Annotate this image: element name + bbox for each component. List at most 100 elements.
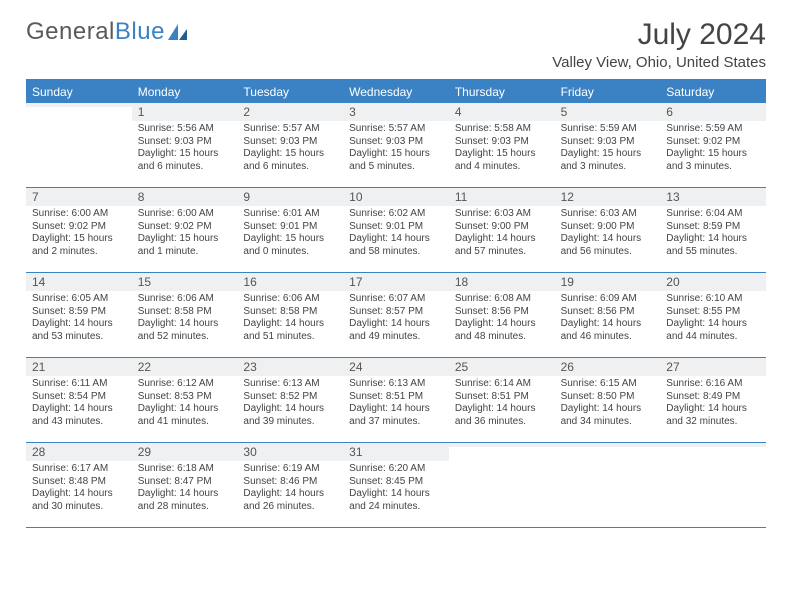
month-title: July 2024 bbox=[552, 18, 766, 52]
sunset-text: Sunset: 8:49 PM bbox=[666, 391, 760, 404]
day-content: Sunrise: 6:10 AMSunset: 8:55 PMDaylight:… bbox=[660, 291, 766, 349]
daylight2-text: and 51 minutes. bbox=[243, 331, 337, 344]
daynum-bar: 12 bbox=[555, 188, 661, 206]
sunrise-text: Sunrise: 6:06 AM bbox=[138, 293, 232, 306]
daylight1-text: Daylight: 15 hours bbox=[349, 148, 443, 161]
day-number: 18 bbox=[449, 273, 555, 291]
day-number: 8 bbox=[132, 188, 238, 206]
daynum-bar: 24 bbox=[343, 358, 449, 376]
day-content: Sunrise: 6:00 AMSunset: 9:02 PMDaylight:… bbox=[26, 206, 132, 264]
daylight2-text: and 24 minutes. bbox=[349, 501, 443, 514]
page-header: GeneralBlue July 2024 Valley View, Ohio,… bbox=[26, 18, 766, 71]
day-number: 24 bbox=[343, 358, 449, 376]
day-content: Sunrise: 6:06 AMSunset: 8:58 PMDaylight:… bbox=[132, 291, 238, 349]
day-content: Sunrise: 6:03 AMSunset: 9:00 PMDaylight:… bbox=[555, 206, 661, 264]
week-row: 28Sunrise: 6:17 AMSunset: 8:48 PMDayligh… bbox=[26, 443, 766, 528]
title-block: July 2024 Valley View, Ohio, United Stat… bbox=[552, 18, 766, 71]
daylight2-text: and 3 minutes. bbox=[561, 161, 655, 174]
weekday-label: Monday bbox=[132, 81, 238, 103]
week-row: 14Sunrise: 6:05 AMSunset: 8:59 PMDayligh… bbox=[26, 273, 766, 358]
day-cell bbox=[26, 103, 132, 187]
day-cell: 15Sunrise: 6:06 AMSunset: 8:58 PMDayligh… bbox=[132, 273, 238, 357]
daynum-bar: 14 bbox=[26, 273, 132, 291]
daynum-bar: 8 bbox=[132, 188, 238, 206]
day-number: 23 bbox=[237, 358, 343, 376]
day-content: Sunrise: 5:56 AMSunset: 9:03 PMDaylight:… bbox=[132, 121, 238, 179]
weekday-label: Thursday bbox=[449, 81, 555, 103]
daynum-bar: 31 bbox=[343, 443, 449, 461]
daynum-bar: 17 bbox=[343, 273, 449, 291]
daynum-bar: 28 bbox=[26, 443, 132, 461]
sunrise-text: Sunrise: 6:15 AM bbox=[561, 378, 655, 391]
day-number: 4 bbox=[449, 103, 555, 121]
day-number: 17 bbox=[343, 273, 449, 291]
daylight2-text: and 41 minutes. bbox=[138, 416, 232, 429]
daylight1-text: Daylight: 14 hours bbox=[32, 488, 126, 501]
day-content bbox=[555, 447, 661, 455]
daynum-bar: 20 bbox=[660, 273, 766, 291]
sunset-text: Sunset: 8:47 PM bbox=[138, 476, 232, 489]
daylight1-text: Daylight: 14 hours bbox=[455, 403, 549, 416]
day-content: Sunrise: 6:20 AMSunset: 8:45 PMDaylight:… bbox=[343, 461, 449, 519]
day-number: 21 bbox=[26, 358, 132, 376]
sunset-text: Sunset: 9:03 PM bbox=[349, 136, 443, 149]
day-cell: 29Sunrise: 6:18 AMSunset: 8:47 PMDayligh… bbox=[132, 443, 238, 527]
daylight2-text: and 53 minutes. bbox=[32, 331, 126, 344]
daylight2-text: and 3 minutes. bbox=[666, 161, 760, 174]
sunset-text: Sunset: 8:48 PM bbox=[32, 476, 126, 489]
daylight2-text: and 6 minutes. bbox=[138, 161, 232, 174]
sunset-text: Sunset: 9:00 PM bbox=[561, 221, 655, 234]
day-content: Sunrise: 6:04 AMSunset: 8:59 PMDaylight:… bbox=[660, 206, 766, 264]
daylight1-text: Daylight: 14 hours bbox=[138, 403, 232, 416]
day-content: Sunrise: 6:03 AMSunset: 9:00 PMDaylight:… bbox=[449, 206, 555, 264]
daylight1-text: Daylight: 14 hours bbox=[455, 318, 549, 331]
daylight2-text: and 4 minutes. bbox=[455, 161, 549, 174]
sunset-text: Sunset: 9:00 PM bbox=[455, 221, 549, 234]
sunset-text: Sunset: 8:45 PM bbox=[349, 476, 443, 489]
daynum-bar: 19 bbox=[555, 273, 661, 291]
day-number: 13 bbox=[660, 188, 766, 206]
daylight1-text: Daylight: 14 hours bbox=[666, 233, 760, 246]
sunrise-text: Sunrise: 6:06 AM bbox=[243, 293, 337, 306]
daylight1-text: Daylight: 15 hours bbox=[243, 148, 337, 161]
sunset-text: Sunset: 8:51 PM bbox=[455, 391, 549, 404]
sunrise-text: Sunrise: 6:05 AM bbox=[32, 293, 126, 306]
daylight1-text: Daylight: 14 hours bbox=[349, 488, 443, 501]
day-number: 31 bbox=[343, 443, 449, 461]
day-cell: 24Sunrise: 6:13 AMSunset: 8:51 PMDayligh… bbox=[343, 358, 449, 442]
daynum-bar: 29 bbox=[132, 443, 238, 461]
brand-part2: Blue bbox=[115, 18, 165, 46]
day-cell: 30Sunrise: 6:19 AMSunset: 8:46 PMDayligh… bbox=[237, 443, 343, 527]
daynum-bar: 30 bbox=[237, 443, 343, 461]
daylight2-text: and 43 minutes. bbox=[32, 416, 126, 429]
daylight1-text: Daylight: 15 hours bbox=[561, 148, 655, 161]
sunset-text: Sunset: 9:03 PM bbox=[138, 136, 232, 149]
sunrise-text: Sunrise: 5:56 AM bbox=[138, 123, 232, 136]
day-content bbox=[449, 447, 555, 455]
daylight1-text: Daylight: 14 hours bbox=[349, 403, 443, 416]
sunrise-text: Sunrise: 6:00 AM bbox=[32, 208, 126, 221]
daylight1-text: Daylight: 14 hours bbox=[243, 318, 337, 331]
daylight2-text: and 58 minutes. bbox=[349, 246, 443, 259]
day-number: 9 bbox=[237, 188, 343, 206]
day-cell: 26Sunrise: 6:15 AMSunset: 8:50 PMDayligh… bbox=[555, 358, 661, 442]
daynum-bar: 26 bbox=[555, 358, 661, 376]
sunrise-text: Sunrise: 6:08 AM bbox=[455, 293, 549, 306]
sunset-text: Sunset: 8:46 PM bbox=[243, 476, 337, 489]
daynum-bar: 11 bbox=[449, 188, 555, 206]
day-content: Sunrise: 6:15 AMSunset: 8:50 PMDaylight:… bbox=[555, 376, 661, 434]
day-cell: 10Sunrise: 6:02 AMSunset: 9:01 PMDayligh… bbox=[343, 188, 449, 272]
day-content: Sunrise: 6:17 AMSunset: 8:48 PMDaylight:… bbox=[26, 461, 132, 519]
sunrise-text: Sunrise: 5:57 AM bbox=[349, 123, 443, 136]
day-content: Sunrise: 5:59 AMSunset: 9:03 PMDaylight:… bbox=[555, 121, 661, 179]
weekday-label: Sunday bbox=[26, 81, 132, 103]
daylight2-text: and 28 minutes. bbox=[138, 501, 232, 514]
daylight1-text: Daylight: 14 hours bbox=[349, 318, 443, 331]
day-cell: 2Sunrise: 5:57 AMSunset: 9:03 PMDaylight… bbox=[237, 103, 343, 187]
daylight2-text: and 56 minutes. bbox=[561, 246, 655, 259]
day-content: Sunrise: 6:01 AMSunset: 9:01 PMDaylight:… bbox=[237, 206, 343, 264]
day-cell: 23Sunrise: 6:13 AMSunset: 8:52 PMDayligh… bbox=[237, 358, 343, 442]
sunrise-text: Sunrise: 5:59 AM bbox=[561, 123, 655, 136]
daylight1-text: Daylight: 14 hours bbox=[32, 403, 126, 416]
sunset-text: Sunset: 8:58 PM bbox=[138, 306, 232, 319]
